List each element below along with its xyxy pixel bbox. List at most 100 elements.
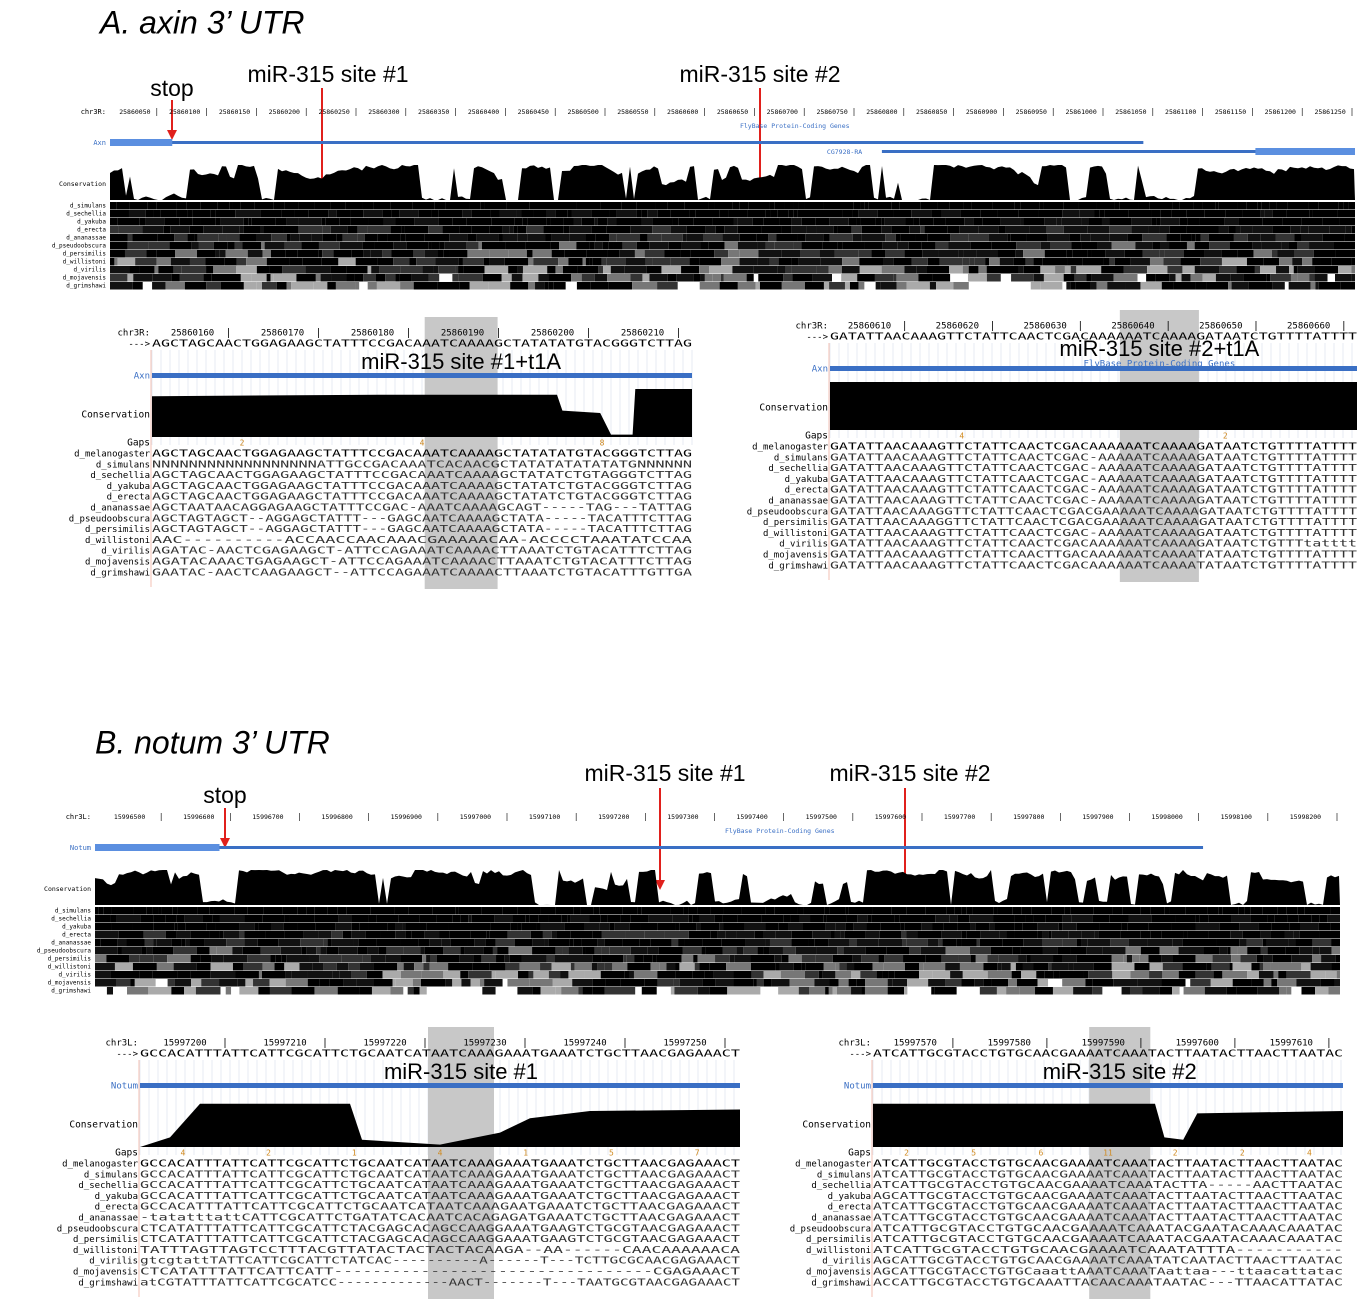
species-label: d_mojavensis [85, 558, 150, 568]
alignment-row: ATCATTGCGTACCTGTGCAACGAAAATCAAATACGAATAC… [873, 1234, 1343, 1245]
alignment-row: GCCACATTTATTCATTCGCATTCTGCAATCATAATCAAAG… [140, 1191, 740, 1202]
annotation: stop [150, 75, 193, 101]
alignment-block [1014, 923, 1022, 931]
alignment-block [571, 274, 582, 282]
alignment-block [418, 210, 431, 218]
species-label: d_pseudoobscura [37, 948, 92, 955]
alignment-block [1247, 202, 1258, 210]
alignment-block [817, 226, 834, 234]
alignment-block [691, 250, 714, 258]
alignment-block [770, 202, 775, 210]
coord-label: 25860200 [269, 108, 300, 116]
alignment-block [820, 258, 842, 266]
alignment-block [724, 274, 747, 282]
alignment-block [235, 971, 258, 979]
alignment-block [489, 963, 505, 971]
alignment-block [657, 971, 675, 979]
alignment-block [495, 915, 498, 923]
alignment-block [1030, 226, 1047, 234]
alignment-block [239, 987, 258, 995]
alignment-block [285, 242, 302, 250]
gap-mark: 4 [1307, 1149, 1312, 1158]
alignment-block [422, 971, 444, 979]
alignment-block [359, 963, 374, 971]
alignment-block [684, 939, 703, 947]
alignment-block [625, 266, 647, 274]
alignment-block [1229, 226, 1236, 234]
alignment-block [425, 931, 439, 939]
alignment-block [1047, 234, 1069, 242]
alignment-block [1302, 258, 1312, 266]
alignment-block [1352, 258, 1355, 266]
alignment-block [859, 282, 865, 290]
alignment-block [528, 282, 535, 290]
alignment-block [1115, 258, 1130, 266]
alignment-block [1203, 274, 1216, 282]
alignment-block [187, 202, 200, 210]
alignment-block [573, 218, 581, 226]
alignment-block [645, 250, 664, 258]
alignment-block [607, 274, 630, 282]
alignment-block [765, 210, 771, 218]
alignment-block [1147, 939, 1172, 947]
alignment-block [998, 210, 1019, 218]
alignment-block [774, 955, 782, 963]
alignment-block [446, 202, 469, 210]
alignment-block [211, 955, 224, 963]
alignment-block [873, 907, 892, 915]
alignment-block [879, 939, 903, 947]
alignment-block [254, 923, 259, 931]
alignment-block [960, 963, 984, 971]
alignment-block [670, 907, 683, 915]
alignment-block [997, 987, 1006, 995]
gap-mark: 2 [904, 1149, 909, 1158]
alignment-block [230, 274, 240, 282]
alignment-block [582, 218, 594, 226]
coord-label: 25861250 [1314, 108, 1345, 116]
alignment-block [872, 947, 886, 955]
alignment-block [514, 218, 522, 226]
alignment-block [205, 939, 226, 947]
alignment-block [964, 202, 972, 210]
species-label: d_willistoni [48, 964, 92, 971]
alignment-block [974, 979, 983, 987]
alignment-block [510, 955, 522, 963]
alignment-block [907, 979, 928, 987]
alignment-block [284, 963, 299, 971]
figure: A. axin 3’ UTRstopmiR-315 site #1miR-315… [0, 0, 1367, 1302]
alignment-row: -tatatttattCATTCGCATTCTGATATCACAATCACAGA… [140, 1213, 740, 1224]
alignment-block [921, 242, 936, 250]
alignment-block [746, 939, 765, 947]
alignment-block [433, 907, 456, 915]
alignment-block [778, 923, 788, 931]
alignment-block [948, 242, 970, 250]
alignment-block [1150, 907, 1164, 915]
alignment-block [206, 266, 213, 274]
alignment-block [1219, 923, 1240, 931]
alignment-block [1140, 931, 1150, 939]
alignment-block [1031, 955, 1053, 963]
coord-label: 25860550 [617, 108, 648, 116]
species-label: d_mojavensis [763, 551, 828, 561]
alignment-block [1088, 218, 1102, 226]
species-label: d_sechellia [66, 211, 106, 218]
alignment-block [244, 939, 258, 947]
alignment-block [753, 218, 764, 226]
alignment-block [477, 234, 499, 242]
alignment-block [1097, 242, 1111, 250]
alignment-block [1042, 947, 1057, 955]
alignment-block [1088, 226, 1110, 234]
alignment-row: GCCACATTTATTCATTCGCATTCTGCAATCATAATCAAAG… [140, 1180, 740, 1191]
alignment-block [1033, 963, 1048, 971]
strand: ---> [849, 1050, 871, 1060]
alignment-block [841, 931, 844, 939]
alignment-block [781, 250, 800, 258]
alignment-block [516, 210, 521, 218]
alignment-block [458, 266, 463, 274]
gap-mark: 5 [609, 1149, 614, 1158]
alignment-block [574, 939, 581, 947]
alignment-block [912, 258, 928, 266]
alignment-block [992, 202, 1014, 210]
alignment-block [833, 226, 837, 234]
alignment-block [1224, 218, 1238, 226]
